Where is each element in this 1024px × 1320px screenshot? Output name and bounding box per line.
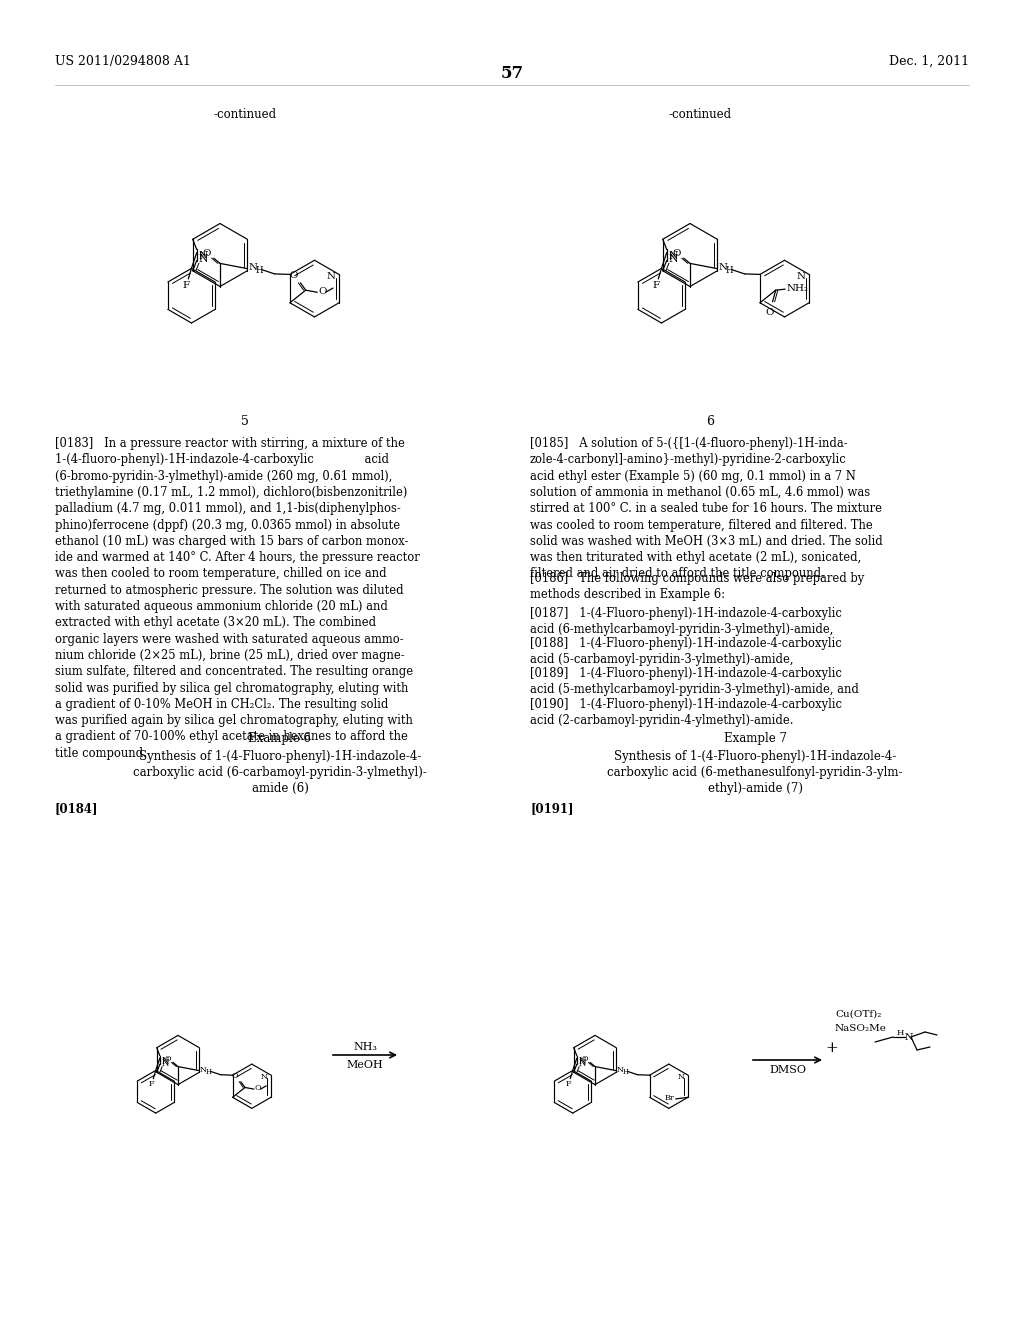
Text: N: N — [678, 1073, 685, 1081]
Text: N: N — [249, 263, 257, 272]
Text: [0189]   1-(4-Fluoro-phenyl)-1H-indazole-4-carboxylic
acid (5-methylcarbamoyl-py: [0189] 1-(4-Fluoro-phenyl)-1H-indazole-4… — [530, 667, 859, 697]
Text: N: N — [617, 1065, 625, 1074]
Text: O: O — [255, 1084, 261, 1092]
Text: N: N — [905, 1032, 913, 1041]
Text: N: N — [199, 251, 209, 260]
Text: [0183]   In a pressure reactor with stirring, a mixture of the
1-(4-fluoro-pheny: [0183] In a pressure reactor with stirri… — [55, 437, 420, 760]
Text: Example 7: Example 7 — [724, 733, 786, 744]
Text: O: O — [581, 1055, 588, 1063]
Text: 5: 5 — [241, 414, 249, 428]
Text: H: H — [623, 1068, 629, 1076]
Text: [0185]   A solution of 5-({[1-(4-fluoro-phenyl)-1H-inda-
zole-4-carbonyl]-amino}: [0185] A solution of 5-({[1-(4-fluoro-ph… — [530, 437, 883, 581]
Text: O: O — [289, 271, 297, 280]
Text: N: N — [669, 251, 679, 260]
Text: NH₂: NH₂ — [786, 284, 808, 293]
Text: N: N — [162, 1059, 169, 1068]
Text: O: O — [765, 308, 773, 317]
Text: -continued: -continued — [213, 108, 276, 121]
Text: MeOH: MeOH — [347, 1060, 383, 1071]
Text: Synthesis of 1-(4-Fluoro-phenyl)-1H-indazole-4-
carboxylic acid (6-carbamoyl-pyr: Synthesis of 1-(4-Fluoro-phenyl)-1H-inda… — [133, 750, 427, 795]
Text: NH₃: NH₃ — [353, 1041, 377, 1052]
Text: F: F — [566, 1080, 571, 1088]
Text: N: N — [261, 1073, 268, 1081]
Text: N: N — [579, 1056, 586, 1065]
Text: 6: 6 — [706, 414, 714, 428]
Text: H: H — [206, 1068, 212, 1076]
Text: O: O — [231, 1072, 239, 1080]
Text: DMSO: DMSO — [769, 1065, 806, 1074]
Text: F: F — [148, 1080, 155, 1088]
Text: [0188]   1-(4-Fluoro-phenyl)-1H-indazole-4-carboxylic
acid (5-carbamoyl-pyridin-: [0188] 1-(4-Fluoro-phenyl)-1H-indazole-4… — [530, 638, 842, 667]
Text: N: N — [199, 255, 209, 264]
Text: N: N — [327, 272, 335, 281]
Text: [0191]: [0191] — [530, 803, 573, 814]
Text: N: N — [579, 1059, 586, 1068]
Text: [0187]   1-(4-Fluoro-phenyl)-1H-indazole-4-carboxylic
acid (6-methylcarbamoyl-py: [0187] 1-(4-Fluoro-phenyl)-1H-indazole-4… — [530, 607, 842, 636]
Text: [0184]: [0184] — [55, 803, 98, 814]
Text: N: N — [162, 1056, 169, 1065]
Text: NaSO₂Me: NaSO₂Me — [835, 1024, 887, 1034]
Text: [0190]   1-(4-Fluoro-phenyl)-1H-indazole-4-carboxylic
acid (2-carbamoyl-pyridin-: [0190] 1-(4-Fluoro-phenyl)-1H-indazole-4… — [530, 698, 842, 727]
Text: 57: 57 — [501, 65, 523, 82]
Text: Br: Br — [666, 1094, 675, 1102]
Text: N: N — [719, 263, 727, 272]
Text: O: O — [202, 249, 211, 259]
Text: H: H — [256, 267, 263, 276]
Text: N: N — [200, 1065, 207, 1074]
Text: -continued: -continued — [669, 108, 731, 121]
Text: H: H — [726, 267, 733, 276]
Text: N: N — [796, 272, 805, 281]
Text: O: O — [164, 1055, 171, 1063]
Text: O: O — [672, 249, 681, 259]
Text: [0186]   The following compounds were also prepared by
methods described in Exam: [0186] The following compounds were also… — [530, 572, 864, 602]
Text: Cu(OTf)₂: Cu(OTf)₂ — [835, 1010, 882, 1019]
Text: N: N — [669, 255, 679, 264]
Text: H: H — [897, 1030, 904, 1038]
Text: F: F — [182, 281, 189, 290]
Text: F: F — [652, 281, 659, 290]
Text: Example 6: Example 6 — [249, 733, 311, 744]
Text: Dec. 1, 2011: Dec. 1, 2011 — [889, 55, 969, 69]
Text: O: O — [318, 286, 327, 296]
Text: US 2011/0294808 A1: US 2011/0294808 A1 — [55, 55, 190, 69]
Text: Synthesis of 1-(4-Fluoro-phenyl)-1H-indazole-4-
carboxylic acid (6-methanesulfon: Synthesis of 1-(4-Fluoro-phenyl)-1H-inda… — [607, 750, 903, 795]
Text: +: + — [825, 1041, 838, 1055]
